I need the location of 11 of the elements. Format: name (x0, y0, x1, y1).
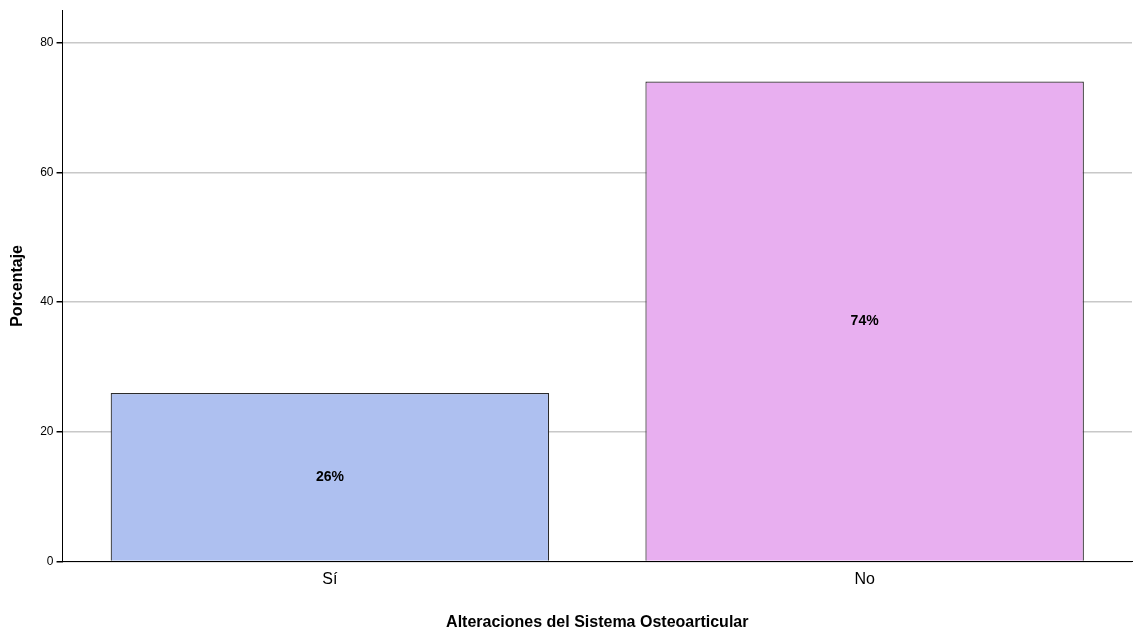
x-axis-title: Alteraciones del Sistema Osteoarticular (446, 612, 749, 630)
x-tick-label: Sí (322, 569, 339, 587)
y-axis-title: Porcentaje (8, 244, 26, 327)
y-tick-label: 80 (40, 34, 54, 49)
data-label: 26% (315, 467, 345, 484)
data-label: 74% (850, 312, 880, 329)
y-tick-label: 60 (40, 164, 54, 179)
y-tick-label: 40 (40, 294, 54, 309)
y-tick-label: 0 (46, 553, 54, 568)
x-tick-label: No (854, 569, 875, 587)
y-tick-label: 20 (40, 424, 54, 439)
